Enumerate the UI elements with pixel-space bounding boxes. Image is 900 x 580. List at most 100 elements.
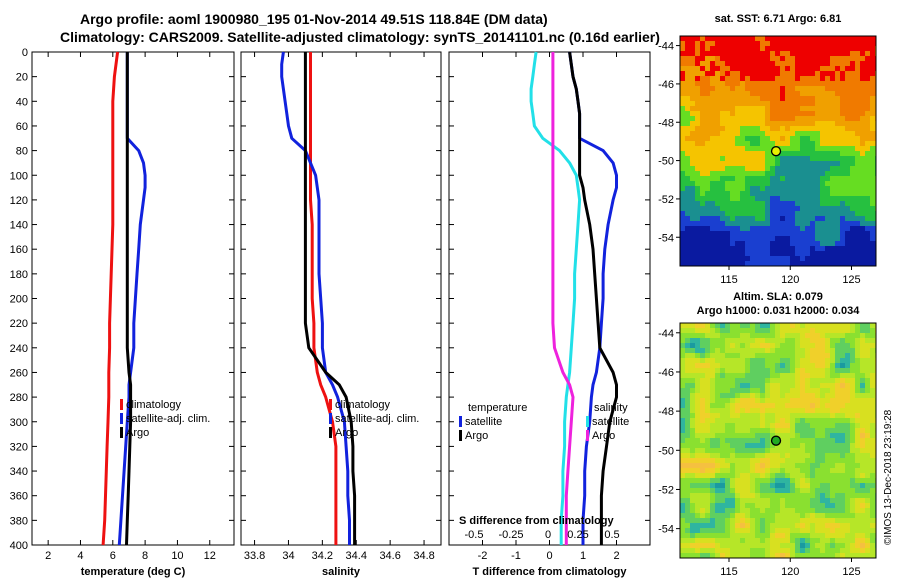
legend-swatch-salinity-1 (329, 413, 332, 424)
y-tick-label: 100 (10, 170, 28, 182)
profile-panel-difference (448, 51, 651, 546)
series-line-temperature-argo (125, 52, 133, 546)
x-tick-label: 34.8 (413, 550, 434, 562)
y-tick-label: 160 (10, 244, 28, 256)
x-tick-label: 33.8 (244, 550, 265, 562)
sla-map-title-line1: Altim. SLA: 0.079 (733, 291, 823, 303)
y-tick-label: 80 (16, 146, 28, 158)
legend-title-temperature: temperature (468, 402, 527, 414)
y-tick-label: 220 (10, 318, 28, 330)
series-line-salinity-argo (303, 52, 357, 545)
x-tick-label: 34.6 (379, 550, 400, 562)
secondary-axis-tick-label: 0 (545, 529, 551, 541)
y-tick-label: 20 (16, 72, 28, 84)
y-tick-label: 40 (16, 96, 28, 108)
map-frame-sla_map (679, 322, 877, 559)
series-line-salinity-satellite-adj-clim- (280, 51, 351, 545)
legend-label-salinity-0: satellite (592, 416, 629, 428)
y-tick-label: 340 (10, 466, 28, 478)
map-y-tick-label: -54 (658, 232, 674, 244)
map-x-tick-label: 115 (720, 274, 738, 286)
legend-swatch-salinity-0 (586, 416, 589, 427)
map-x-tick-label: 125 (842, 566, 860, 578)
legend-label-temperature-1: Argo (465, 430, 488, 442)
map-sla_map (676, 322, 877, 562)
y-tick-label: 300 (10, 417, 28, 429)
legend-label-salinity-2: Argo (335, 427, 358, 439)
x-tick-label: 34 (282, 550, 294, 562)
y-tick-label: 60 (16, 121, 28, 133)
x-tick-label: 4 (77, 550, 83, 562)
legend-swatch-temperature-0 (459, 416, 462, 427)
y-tick-label: 0 (22, 47, 28, 59)
figure-title-line2: Climatology: CARS2009. Satellite-adjuste… (60, 29, 660, 45)
legend-swatch-salinity-2 (329, 427, 332, 438)
map-sst_map (676, 35, 877, 270)
secondary-axis-tick-label: 0.25 (567, 529, 588, 541)
plot-frame-salinity (240, 51, 442, 546)
x-tick-label: 10 (171, 550, 183, 562)
y-tick-label: 260 (10, 367, 28, 379)
figure-title-line1: Argo profile: aoml 1900980_195 01-Nov-20… (80, 11, 548, 27)
plot-frame-difference (448, 51, 651, 546)
x-axis-label-temperature: temperature (deg C) (81, 566, 186, 578)
map-x-tick-label: 120 (781, 566, 799, 578)
y-tick-label: 240 (10, 343, 28, 355)
sst-map-title: sat. SST: 6.71 Argo: 6.81 (714, 13, 842, 25)
map-y-tick-label: -50 (658, 156, 674, 168)
map-y-tick-label: -50 (658, 445, 674, 457)
x-tick-label: -1 (511, 550, 521, 562)
x-tick-label: 8 (142, 550, 148, 562)
series-line-salinity-climatology (309, 52, 338, 545)
legend-label-temperature-1: satellite-adj. clim. (126, 413, 210, 425)
legend-label-temperature-0: satellite (465, 416, 502, 428)
map-x-tick-label: 125 (842, 274, 860, 286)
y-tick-label: 140 (10, 220, 28, 232)
x-tick-label: 2 (45, 550, 51, 562)
y-tick-label: 400 (10, 540, 28, 552)
legend-swatch-salinity-0 (329, 399, 332, 410)
y-tick-label: 360 (10, 491, 28, 503)
x-tick-label: 6 (110, 550, 116, 562)
map-y-tick-label: -44 (658, 328, 674, 340)
x-tick-label: 1 (580, 550, 586, 562)
credit-text: ©IMOS 13-Dec-2018 23:19:28 (883, 409, 894, 545)
x-axis-label-difference: T difference from climatology (472, 566, 627, 578)
legend-swatch-temperature-1 (459, 430, 462, 441)
map-y-tick-label: -52 (658, 194, 674, 206)
argo-position-marker-sst_map (770, 146, 782, 157)
series-line-difference-salinity-satellite (529, 51, 582, 545)
secondary-axis-tick-label: -0.5 (465, 529, 484, 541)
legend-swatch-temperature-0 (120, 399, 123, 410)
map-y-tick-label: -44 (658, 41, 674, 53)
plot-frame-temperature (31, 51, 235, 546)
secondary-axis-tick-label: 0.5 (604, 529, 619, 541)
legend-swatch-temperature-2 (120, 427, 123, 438)
legend-label-temperature-0: climatology (126, 399, 182, 411)
series-line-difference-salinity-argo (551, 52, 575, 545)
y-tick-label: 120 (10, 195, 28, 207)
series-line-difference-temperature-argo (568, 51, 618, 545)
secondary-axis-tick-label: -0.25 (498, 529, 523, 541)
legend-label-salinity-1: Argo (592, 430, 615, 442)
x-tick-label: 2 (613, 550, 619, 562)
x-tick-label: -2 (478, 550, 488, 562)
profile-panel-temperature (31, 51, 235, 546)
y-tick-label: 280 (10, 392, 28, 404)
y-tick-label: 200 (10, 294, 28, 306)
x-tick-label: 12 (204, 550, 216, 562)
series-line-temperature-climatology (101, 51, 120, 546)
legend-swatch-temperature-1 (120, 413, 123, 424)
map-y-tick-label: -54 (658, 524, 674, 536)
map-frame-sst_map (679, 35, 877, 267)
x-tick-label: 34.4 (346, 550, 367, 562)
map-x-tick-label: 115 (720, 566, 738, 578)
argo-position-marker-sla_map (770, 435, 782, 446)
legend-swatch-salinity-1 (586, 430, 589, 441)
y-tick-label: 180 (10, 269, 28, 281)
x-axis-label-salinity: salinity (322, 566, 361, 578)
map-y-tick-label: -48 (658, 406, 674, 418)
legend-title-salinity: salinity (594, 402, 628, 414)
secondary-axis-title: S difference from climatology (459, 515, 615, 527)
